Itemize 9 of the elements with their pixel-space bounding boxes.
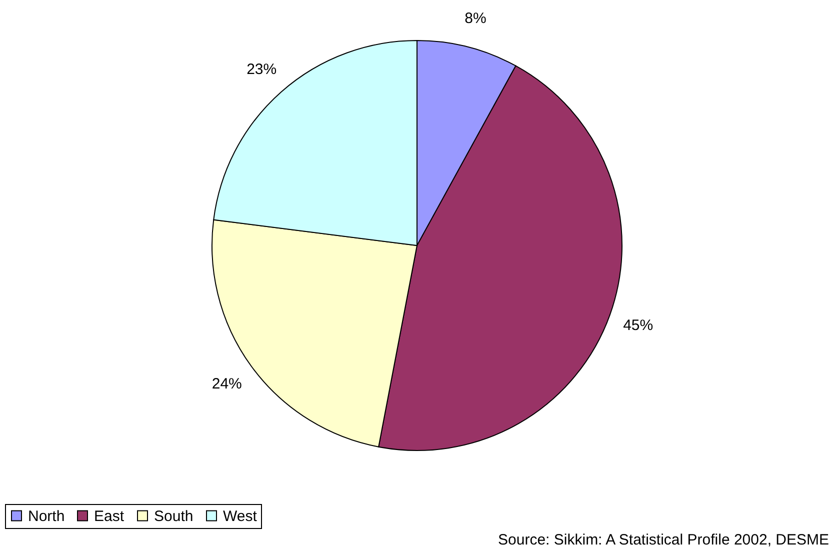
legend-label: West xyxy=(223,508,258,525)
source-note: Source: Sikkim: A Statistical Profile 2002, DESME xyxy=(498,532,829,548)
data-label: 24% xyxy=(212,376,242,393)
legend-label: East xyxy=(94,508,125,525)
data-label: 23% xyxy=(246,61,277,78)
data-label: 8% xyxy=(464,10,486,27)
legend-label: South xyxy=(154,508,194,525)
legend-label: North xyxy=(28,508,65,525)
data-label: 45% xyxy=(623,317,654,334)
